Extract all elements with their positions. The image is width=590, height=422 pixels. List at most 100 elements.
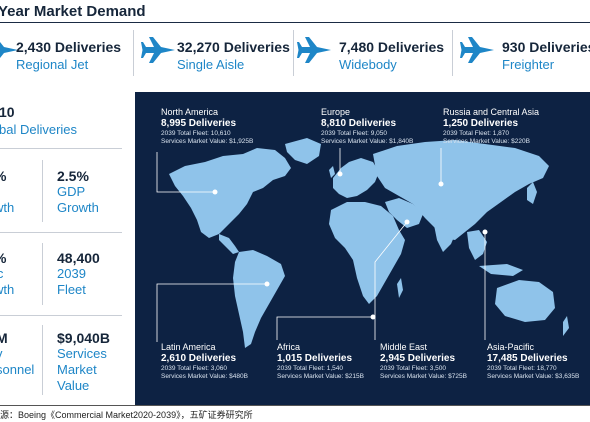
region-fleet: 2039 Total Fleet: 10,610	[161, 130, 231, 137]
callout-lines	[156, 148, 486, 342]
region-name: North America	[161, 107, 219, 117]
africa-landmass	[329, 202, 405, 304]
aircraft-type-label: Regional Jet	[16, 57, 89, 72]
region-deliveries: 8,810 Deliveries	[321, 118, 397, 129]
region-marker	[438, 181, 444, 187]
stat-label: wth	[0, 200, 15, 215]
stat-gdp-growth: 2.5% GDP Growth	[57, 168, 99, 216]
asia-landmass	[373, 140, 549, 240]
stat-services-value: $9,040B Services Market Value	[57, 330, 110, 394]
region-deliveries: 1,250 Deliveries	[443, 118, 519, 129]
region-russia-central-asia: Russia and Central Asia 1,250 Deliveries…	[443, 107, 539, 146]
delivery-count: 930 Deliveries	[502, 39, 590, 55]
divider	[452, 30, 453, 76]
callout-line-africa	[276, 316, 373, 340]
uk-landmass	[329, 166, 335, 178]
stat-label: Market	[57, 362, 97, 377]
airplane-icon	[0, 42, 18, 58]
stat-label: bal Deliveries	[0, 122, 78, 137]
central-america-landmass	[219, 234, 239, 254]
airplane-icon	[141, 37, 175, 63]
stat-label: v	[0, 346, 34, 362]
delivery-count: 32,270 Deliveries	[177, 39, 290, 55]
divider	[42, 160, 43, 222]
region-deliveries: 17,485 Deliveries	[487, 353, 568, 364]
new-zealand-landmass	[563, 316, 569, 336]
region-north-america: North America 8,995 Deliveries 2039 Tota…	[161, 107, 253, 146]
delivery-tile-widebody: 7,480 Deliveries Widebody	[297, 30, 447, 78]
region-africa: Africa 1,015 Deliveries 2039 Total Fleet…	[277, 342, 364, 381]
divider	[0, 232, 122, 233]
stat-value: 2.5%	[57, 168, 89, 184]
europe-landmass	[333, 158, 379, 198]
region-deliveries: 2,945 Deliveries	[380, 353, 456, 364]
stat-label: Value	[57, 378, 90, 393]
region-deliveries: 1,015 Deliveries	[277, 353, 353, 364]
divider	[42, 243, 43, 305]
stat-label: Services	[57, 346, 107, 361]
divider	[133, 30, 134, 76]
stat-value: %	[0, 250, 14, 266]
aircraft-type-label: Single Aisle	[177, 57, 245, 72]
region-name: Russia and Central Asia	[443, 107, 540, 117]
region-name: Africa	[277, 342, 301, 352]
callout-line-latin-america	[156, 283, 267, 342]
delivery-tile-regional-jet: 2,430 Deliveries Regional Jet	[0, 30, 130, 78]
stat-value: M	[0, 330, 8, 346]
region-services: Services Market Value: $480B	[161, 373, 248, 380]
stat-label: t	[0, 184, 14, 200]
madagascar-landmass	[397, 278, 403, 298]
region-fleet: 2039 Total Fleet: 18,770	[487, 365, 557, 372]
region-marker	[404, 219, 410, 225]
region-deliveries: 2,610 Deliveries	[161, 353, 237, 364]
header-divider	[0, 22, 590, 23]
japan-landmass	[527, 182, 537, 204]
callout-markers	[212, 171, 488, 320]
source-note: 源：Boeing《Commercial Market2020-2039》，五矿证…	[0, 410, 253, 420]
divider	[0, 315, 122, 316]
callout-line-north-america	[156, 152, 215, 193]
region-name: Middle East	[380, 342, 428, 352]
region-services: Services Market Value: $725B	[380, 373, 467, 380]
stat-fleet-growth: % ic wth	[0, 250, 14, 298]
delivery-count: 2,430 Deliveries	[16, 39, 122, 55]
region-services: Services Market Value: $1,840B	[321, 138, 414, 145]
aircraft-type-label: Freighter	[502, 57, 555, 72]
india-landmass	[433, 218, 457, 252]
stat-value: 48,400	[57, 250, 100, 266]
indonesia-landmass	[479, 264, 523, 276]
stat-traffic-growth: % t wth	[0, 168, 14, 216]
region-marker	[337, 171, 343, 177]
stat-label: 2039	[57, 266, 86, 281]
stat-label: Growth	[57, 200, 99, 215]
region-name: Asia-Pacific	[487, 342, 535, 352]
north-america-landmass	[169, 148, 291, 238]
stat-value: $9,040B	[57, 330, 110, 346]
region-marker	[482, 229, 488, 235]
world-map-panel: North America 8,995 Deliveries 2039 Tota…	[135, 92, 590, 405]
stat-total-deliveries: 10 bal Deliveries	[0, 104, 77, 138]
stat-label: ic	[0, 266, 4, 281]
region-marker	[212, 189, 218, 195]
australia-landmass	[495, 280, 555, 322]
region-latin-america: Latin America 2,610 Deliveries 2039 Tota…	[161, 342, 248, 381]
stat-value: 10	[0, 104, 15, 120]
region-fleet: 2039 Total Fleet: 3,500	[380, 365, 447, 372]
stat-label: GDP	[57, 184, 86, 199]
callout-line-middle-east	[374, 221, 408, 340]
greenland-landmass	[285, 138, 321, 164]
region-fleet: 2039 Total Fleet: 1,540	[277, 365, 344, 372]
region-fleet: 2039 Total Fleet: 1,870	[443, 130, 510, 137]
region-name: Europe	[321, 107, 351, 117]
continents	[169, 138, 569, 348]
airplane-icon	[297, 37, 331, 63]
world-map	[156, 138, 569, 348]
delivery-count: 7,480 Deliveries	[339, 39, 445, 55]
region-services: Services Market Value: $215B	[277, 373, 364, 380]
region-asia-pacific: Asia-Pacific 17,485 Deliveries 2039 Tota…	[487, 342, 579, 381]
middle-east-landmass	[385, 198, 423, 228]
divider	[42, 325, 43, 395]
region-name: Latin America	[161, 342, 216, 352]
region-marker	[370, 314, 376, 320]
stat-fleet-2039: 48,400 2039 Fleet	[57, 250, 100, 298]
